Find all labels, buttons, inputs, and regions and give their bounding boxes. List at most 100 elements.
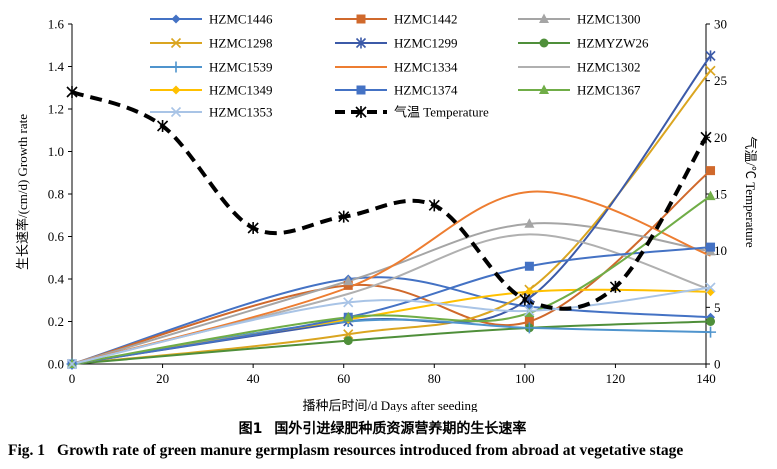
series-point-12 (66, 358, 78, 370)
y2-tick-label: 5 (714, 300, 721, 315)
series-point-10 (706, 242, 716, 252)
y2-tick-label: 15 (714, 187, 727, 202)
legend-marker-5 (539, 38, 549, 48)
legend-label-6: HZMC1539 (209, 60, 273, 75)
figure-caption-english: Fig. 1 Growth rate of green manure germpl… (8, 442, 773, 460)
series-point-13 (66, 86, 78, 98)
y2-tick-label: 20 (714, 130, 727, 145)
legend-marker-9 (171, 85, 181, 95)
y2-axis-label: 气温/℃ Temperature (743, 136, 758, 248)
y-tick-label: 0.6 (48, 229, 65, 244)
chart-series-markers (66, 50, 717, 370)
series-point-2 (343, 275, 354, 286)
legend-marker-4 (355, 37, 367, 49)
legend-marker-13 (355, 106, 367, 118)
legend-marker-11 (539, 84, 549, 94)
series-point-13 (609, 280, 621, 293)
y-tick-label: 0.0 (48, 357, 64, 372)
legend-label-8: HZMC1302 (577, 60, 641, 75)
x-tick-label: 20 (156, 371, 169, 386)
figure-number-cn: 图1 (238, 421, 263, 437)
legend-label-13: 气温 Temperature (394, 105, 489, 120)
y-tick-label: 0.4 (48, 272, 65, 287)
series-point-3 (705, 65, 716, 76)
x-tick-label: 100 (515, 371, 535, 386)
legend-label-4: HZMC1299 (394, 36, 458, 51)
legend-marker-10 (356, 85, 366, 95)
series-point-1 (343, 280, 353, 290)
series-point-11 (524, 307, 535, 317)
y-tick-label: 1.2 (48, 102, 64, 117)
legend-marker-2 (539, 13, 549, 23)
series-point-12 (705, 282, 716, 293)
series-point-11 (343, 311, 354, 322)
legend-label-11: HZMC1367 (577, 83, 641, 98)
legend-label-5: HZMYZW26 (577, 36, 649, 51)
y2-tick-label: 0 (714, 357, 721, 372)
series-point-5 (706, 317, 716, 326)
series-point-13 (338, 210, 350, 223)
legend-marker-0 (171, 14, 181, 24)
legend-marker-12 (170, 106, 182, 118)
series-point-5 (343, 336, 353, 346)
x-tick-label: 40 (247, 371, 260, 386)
figure-title-cn: 国外引进绿肥种质资源营养期的生长速率 (274, 421, 527, 437)
growth-rate-chart: 0 20 40 60 80 100 120 1400.00.20.40.60.81.01.21… (15, 12, 758, 413)
series-point-4 (705, 50, 716, 62)
series-point-13 (428, 199, 440, 212)
y-tick-label: 0.2 (48, 314, 64, 329)
legend-marker-1 (356, 14, 366, 24)
series-point-12 (524, 305, 535, 316)
legend-label-10: HZMC1374 (394, 83, 458, 98)
legend-marker-6 (170, 61, 182, 73)
series-line-11 (71, 195, 712, 365)
legend-label-9: HZMC1349 (209, 83, 273, 98)
series-point-6 (705, 326, 717, 338)
series-line-13 (71, 90, 708, 311)
series-point-13 (247, 222, 259, 234)
chart-legend: HZMC1446 HZMC1442 HZMC1300 HZMC1298 HZMC1299… (150, 12, 649, 120)
series-point-13 (157, 120, 169, 132)
x-tick-label: 0 (69, 371, 76, 386)
y-tick-label: 0.8 (48, 187, 64, 202)
legend-label-7: HZMC1334 (394, 60, 458, 75)
series-point-3 (343, 329, 354, 340)
series-point-13 (700, 131, 712, 144)
series-line-10 (71, 246, 711, 365)
series-line-5 (71, 320, 711, 365)
series-line-0 (71, 276, 711, 365)
y2-tick-label: 10 (714, 243, 727, 258)
y2-tick-label: 25 (714, 73, 727, 88)
legend-marker-3 (170, 37, 182, 49)
series-point-13 (519, 293, 531, 306)
legend-label-0: HZMC1446 (209, 12, 273, 27)
legend-label-12: HZMC1353 (209, 105, 273, 120)
series-line-12 (71, 286, 711, 365)
y-tick-label: 1.6 (48, 17, 65, 32)
legend-label-1: HZMC1442 (394, 12, 458, 27)
y-tick-label: 1.4 (48, 59, 65, 74)
x-tick-label: 140 (696, 371, 716, 386)
y-axis-label: 生长速率/(cm/d) Growth rate (15, 114, 30, 270)
series-point-2 (524, 218, 535, 228)
chart-tick-labels: 0 20 40 60 80 100 120 1400.00.20.40.60.81.01.21… (48, 17, 727, 387)
series-point-12 (343, 297, 354, 308)
series-point-11 (705, 190, 716, 201)
series-line-2 (71, 222, 711, 365)
figure-title-en: Growth rate of green manure germplasm re… (57, 442, 684, 459)
legend-label-2: HZMC1300 (577, 12, 641, 27)
y-tick-label: 1.0 (48, 144, 64, 159)
figure-caption-chinese: 图1 国外引进绿肥种质资源营养期的生长速率 (0, 418, 777, 438)
series-line-3 (71, 70, 712, 365)
chart-series-lines (71, 55, 712, 365)
series-point-10 (524, 261, 534, 271)
x-tick-label: 120 (606, 371, 626, 386)
figure-number-en: Fig. 1 (8, 442, 46, 459)
series-line-6 (71, 318, 711, 365)
x-tick-label: 60 (337, 371, 350, 386)
series-point-1 (524, 317, 534, 326)
legend-label-3: HZMC1298 (209, 36, 273, 51)
x-axis-label: 播种后时间/d Days after seeding (302, 398, 478, 412)
x-tick-label: 80 (428, 371, 441, 386)
series-point-1 (706, 166, 716, 176)
